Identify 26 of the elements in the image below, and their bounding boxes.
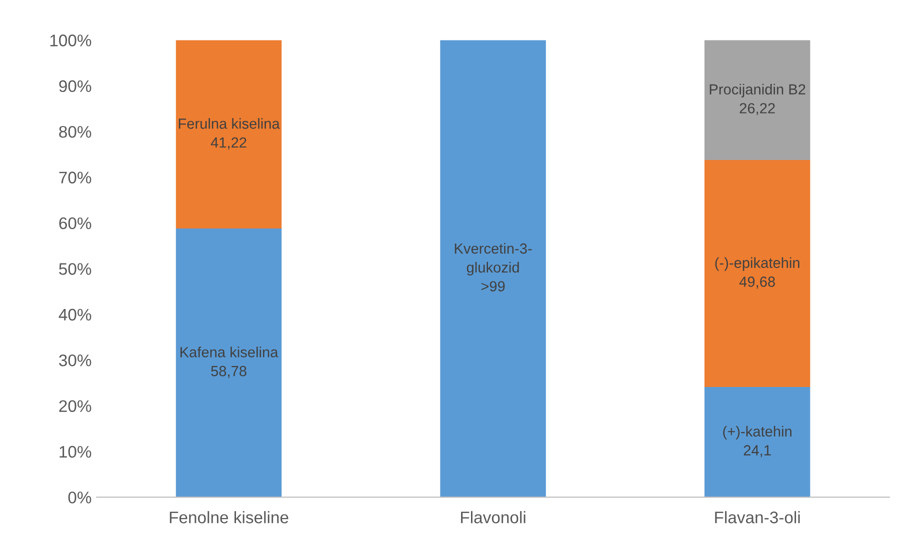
data-label: Ferulna kiselina 41,22: [178, 118, 280, 150]
y-tick-label: 100%: [50, 34, 92, 46]
bar: [176, 228, 282, 498]
bar: [704, 160, 810, 388]
y-tick-label: 0%: [68, 492, 92, 504]
y-tick-label: 90%: [59, 80, 92, 92]
y-tick-label: 30%: [59, 354, 92, 366]
y-tick-label: 50%: [59, 263, 92, 275]
data-label: Procijanidin B2 26,22: [710, 84, 806, 116]
bar: [176, 40, 282, 229]
x-tick-label: Flavonoli: [461, 511, 526, 524]
x-tick-label: Fenolne kiseline: [170, 511, 288, 524]
bar: [704, 387, 810, 498]
data-label: (+)-katehin 24,1: [723, 426, 792, 458]
data-label: Kvercetin-3- glukozid >99: [454, 243, 532, 292]
y-tick-label: 70%: [59, 172, 92, 184]
data-label: Kafena kiselina 58,78: [180, 346, 278, 378]
y-tick-label: 20%: [59, 400, 92, 412]
x-tick-label: Flavan-3-oli: [715, 511, 800, 524]
bar: [704, 40, 810, 160]
data-label: (-)-epikatehin 49,68: [715, 257, 800, 289]
y-tick-label: 40%: [58, 308, 92, 321]
y-tick-label: 60%: [59, 217, 92, 230]
bar: [440, 40, 546, 498]
y-tick-label: 10%: [60, 446, 92, 458]
y-tick-label: 80%: [59, 126, 92, 138]
